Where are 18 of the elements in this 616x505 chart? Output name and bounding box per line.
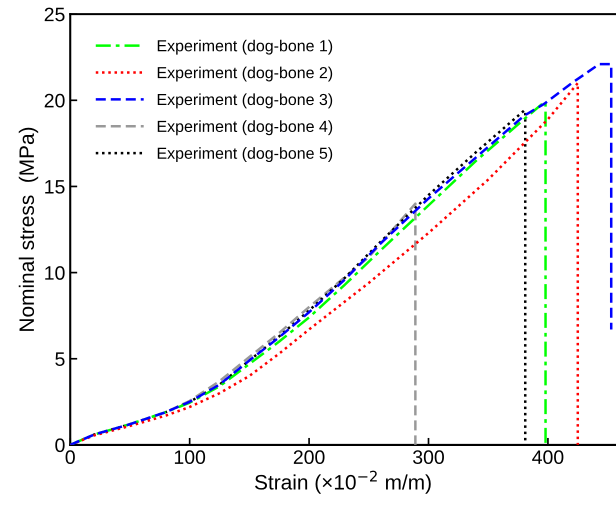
x-axis-title: Strain (×10$^{−2}$ m/m) [254, 470, 431, 494]
legend-label: Experiment (dog-bone 1) [158, 40, 332, 55]
legend-label: Experiment (dog-bone 4) [158, 120, 332, 136]
legend-label: Experiment (dog-bone 5) [158, 147, 332, 162]
y-axis-title: Nominal stress (MPa) [18, 128, 38, 331]
y-tick-label: 25 [44, 8, 65, 22]
x-tick-label: 300 [413, 450, 444, 464]
x-tick-label: 200 [294, 450, 325, 464]
legend-label: Experiment (dog-bone 3) [158, 93, 332, 108]
y-tick-label: 0 [55, 438, 65, 452]
y-tick-label: 15 [45, 180, 65, 194]
x-tick-label: 100 [174, 450, 206, 464]
legend-label: Experiment (dog-bone 2) [158, 66, 332, 82]
y-tick-label: 10 [45, 266, 65, 280]
x-tick-label: 400 [532, 450, 564, 464]
x-tick-label: 0 [66, 450, 75, 464]
y-tick-label: 20 [44, 94, 65, 108]
y-tick-label: 5 [55, 352, 65, 366]
